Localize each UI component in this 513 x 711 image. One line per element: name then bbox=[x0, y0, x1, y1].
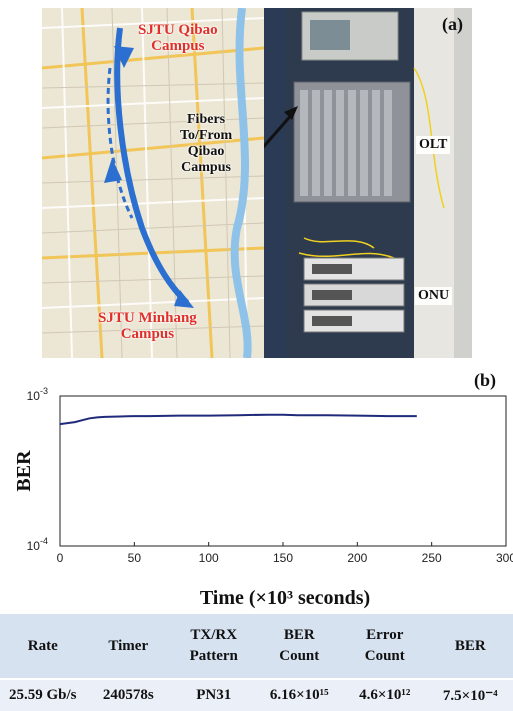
x-tick-label: 50 bbox=[128, 551, 142, 565]
x-tick-label: 300 bbox=[496, 551, 513, 565]
value-error-count: 4.6×10¹² bbox=[342, 680, 428, 711]
ber-chart: (b) 0 50 100 150 200 250 300 10-3 10-4 BER Time… bbox=[0, 358, 513, 614]
x-tick-label: 100 bbox=[199, 551, 219, 565]
equipment-rack-photo bbox=[264, 8, 472, 358]
panel-a-tag: (a) bbox=[442, 14, 463, 35]
header-timer: Timer bbox=[86, 614, 172, 678]
header-ber: BER bbox=[428, 614, 513, 678]
value-ber-count: 6.16×10¹⁵ bbox=[257, 680, 343, 711]
table-row: 25.59 Gb/s 240578s PN31 6.16×10¹⁵ 4.6×10… bbox=[0, 680, 513, 711]
value-timer: 240578s bbox=[86, 680, 172, 711]
y-axis-label: BER bbox=[13, 450, 35, 492]
value-ber: 7.5×10⁻⁴ bbox=[428, 680, 513, 711]
fibers-label-line3: Qibao bbox=[180, 144, 232, 160]
x-tick-label: 200 bbox=[347, 551, 367, 565]
campus-map bbox=[42, 8, 264, 358]
x-tick-label: 250 bbox=[422, 551, 442, 565]
x-tick-label: 150 bbox=[273, 551, 293, 565]
fibers-label-line4: Campus bbox=[180, 160, 232, 176]
panel-b-tag: (b) bbox=[474, 370, 496, 391]
x-axis-label: Time (×10³ seconds) bbox=[200, 587, 370, 609]
value-pattern: PN31 bbox=[171, 680, 257, 711]
olt-label: OLT bbox=[416, 136, 450, 154]
y-tick-label: 10-3 bbox=[27, 386, 48, 403]
minhang-campus-label: SJTU Minhang Campus bbox=[98, 310, 197, 342]
value-rate: 25.59 Gb/s bbox=[0, 680, 86, 711]
fibers-label: Fibers To/From Qibao Campus bbox=[180, 112, 232, 176]
qibao-label-line1: SJTU Qibao bbox=[138, 22, 218, 38]
fibers-label-line2: To/From bbox=[180, 128, 232, 144]
photo-panel-a: SJTU Qibao Campus SJTU Minhang Campus Fi… bbox=[42, 8, 472, 358]
y-tick-label: 10-4 bbox=[27, 536, 48, 553]
x-tick-label: 0 bbox=[57, 551, 64, 565]
minhang-label-line1: SJTU Minhang bbox=[98, 310, 197, 326]
plot-area bbox=[60, 396, 506, 546]
onu-label: ONU bbox=[415, 287, 452, 305]
qibao-campus-label: SJTU Qibao Campus bbox=[138, 22, 218, 54]
fibers-label-line1: Fibers bbox=[180, 112, 232, 128]
header-rate: Rate bbox=[0, 614, 86, 678]
qibao-label-line2: Campus bbox=[138, 38, 218, 54]
minhang-label-line2: Campus bbox=[98, 326, 197, 342]
